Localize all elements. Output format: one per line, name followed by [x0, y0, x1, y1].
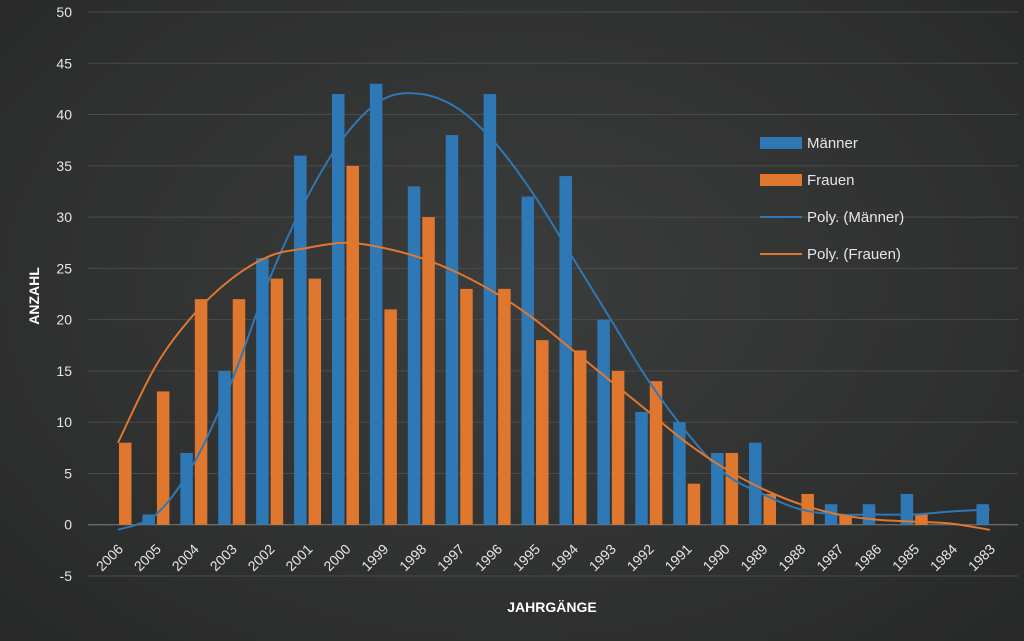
- y-tick-label: 40: [56, 107, 72, 123]
- y-tick-label: 15: [56, 363, 72, 379]
- x-tick-label: 1996: [472, 541, 505, 574]
- legend-label: Poly. (Frauen): [807, 246, 901, 263]
- bar-maenner: [635, 411, 648, 525]
- legend-item-poly-maenner: Poly. (Männer): [760, 209, 904, 226]
- legend: Männer Frauen Poly. (Männer) Poly. (Frauen): [760, 135, 904, 263]
- legend-label: Frauen: [807, 172, 855, 189]
- y-axis-ticks: -5 0 5 10 15 20 25 30 35 40 45 50: [56, 4, 72, 584]
- y-tick-label: 0: [64, 517, 72, 533]
- x-axis-ticks: 2006 2005 2004 2003 2002 2001 2000 1999 1998 1997…: [93, 541, 998, 574]
- y-tick-label: 30: [56, 209, 72, 225]
- bar-maenner: [407, 186, 421, 525]
- legend-item-poly-frauen: Poly. (Frauen): [760, 246, 901, 263]
- x-tick-label: 1995: [510, 541, 543, 574]
- bar-maenner: [597, 319, 610, 525]
- bar-frauen: [611, 370, 625, 525]
- x-tick-label: 1985: [889, 541, 922, 574]
- bar-maenner: [559, 176, 572, 525]
- legend-item-frauen: Frauen: [760, 172, 855, 189]
- x-tick-label: 1983: [965, 541, 998, 574]
- trendline-frauen: [117, 241, 991, 531]
- bar-frauen: [119, 442, 132, 525]
- bar-frauen: [801, 493, 814, 525]
- legend-label: Männer: [807, 135, 858, 152]
- x-tick-label: 2002: [244, 541, 277, 574]
- x-tick-label: 1989: [737, 541, 770, 574]
- bar-maenner: [180, 452, 193, 525]
- x-tick-label: 1998: [396, 541, 429, 574]
- y-tick-label: 10: [56, 414, 72, 430]
- x-tick-label: 2001: [282, 541, 315, 574]
- bar-frauen: [498, 288, 511, 525]
- y-tick-label: 25: [56, 260, 72, 276]
- bar-frauen: [346, 165, 359, 525]
- x-tick-label: 1988: [775, 541, 808, 574]
- bar-frauen: [194, 299, 208, 525]
- legend-label: Poly. (Männer): [807, 209, 904, 226]
- bar-frauen: [422, 217, 435, 525]
- bar-frauen: [915, 514, 928, 525]
- x-tick-label: 1994: [548, 541, 581, 574]
- x-tick-label: 1990: [699, 541, 732, 574]
- x-tick-label: 1999: [358, 541, 391, 574]
- x-tick-label: 2000: [320, 541, 353, 574]
- bar-frauen: [649, 381, 663, 525]
- bar-frauen: [384, 309, 397, 525]
- bar-frauen: [460, 288, 473, 525]
- bar-frauen: [270, 278, 284, 525]
- x-tick-label: 1987: [813, 541, 846, 574]
- y-tick-label: 35: [56, 158, 72, 174]
- x-tick-label: 1997: [434, 541, 467, 574]
- bar-frauen: [308, 278, 322, 525]
- x-tick-label: 2004: [169, 541, 202, 574]
- x-tick-label: 2005: [131, 541, 164, 574]
- x-tick-label: 1993: [586, 541, 619, 574]
- bar-maenner: [483, 94, 497, 525]
- legend-item-maenner: Männer: [760, 135, 858, 152]
- bar-frauen: [725, 452, 739, 525]
- y-tick-label: 20: [56, 312, 72, 328]
- x-tick-label: 1984: [927, 541, 960, 574]
- bar-maenner: [218, 370, 231, 525]
- bar-frauen: [839, 514, 852, 525]
- bar-maenner: [976, 504, 989, 525]
- x-axis-title: JAHRGÄNGE: [507, 599, 596, 615]
- x-tick-label: 1986: [851, 541, 884, 574]
- bar-maenner: [749, 442, 762, 525]
- bars: [119, 83, 989, 525]
- bar-maenner: [256, 258, 269, 525]
- x-tick-label: 1992: [624, 541, 657, 574]
- bar-frauen: [763, 493, 777, 525]
- y-tick-label: 5: [64, 465, 72, 481]
- bar-frauen: [232, 299, 246, 525]
- x-tick-label: 2006: [93, 541, 126, 574]
- legend-swatch: [760, 174, 802, 186]
- y-tick-label: 50: [56, 4, 72, 20]
- bar-maenner: [445, 135, 459, 525]
- y-axis-title: ANZAHL: [26, 267, 42, 325]
- legend-swatch: [760, 137, 802, 149]
- bar-frauen: [156, 391, 170, 525]
- bar-frauen: [536, 340, 549, 525]
- trendlines: [117, 92, 991, 531]
- bar-frauen: [687, 483, 701, 525]
- bar-maenner: [900, 493, 914, 525]
- y-tick-label: 45: [56, 55, 72, 71]
- bar-maenner: [521, 196, 535, 525]
- bar-maenner: [673, 422, 686, 525]
- x-tick-label: 1991: [661, 541, 694, 574]
- y-tick-label: -5: [60, 568, 73, 584]
- bar-maenner: [369, 83, 383, 525]
- bar-maenner: [331, 94, 345, 525]
- trendline-maenner: [117, 92, 991, 531]
- bar-frauen: [573, 350, 587, 525]
- x-tick-label: 2003: [207, 541, 240, 574]
